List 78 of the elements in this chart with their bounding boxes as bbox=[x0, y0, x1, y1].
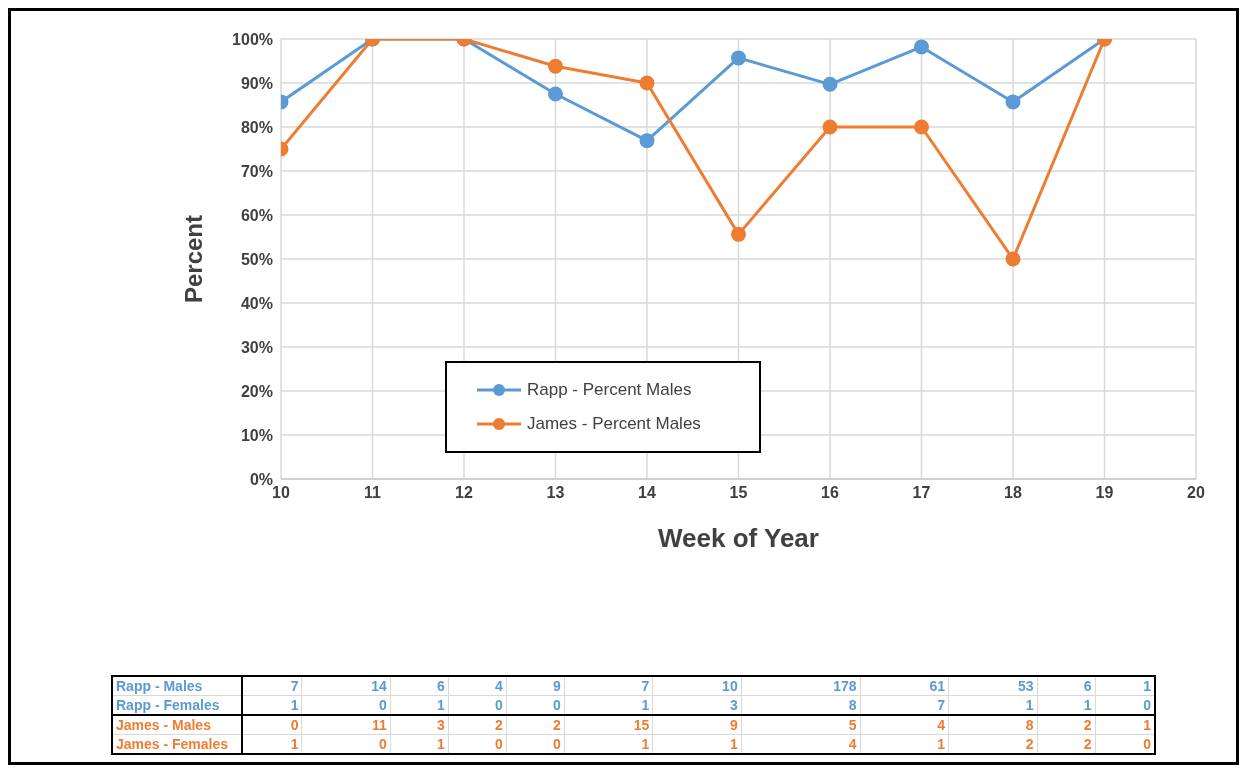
y-tick-label: 70% bbox=[240, 162, 273, 180]
text: 0 bbox=[301, 734, 391, 754]
text: 1 bbox=[1095, 715, 1155, 735]
text: 4 bbox=[448, 676, 507, 696]
text: 178 bbox=[741, 676, 861, 696]
y-tick-label: 80% bbox=[240, 118, 273, 136]
text: 11 bbox=[301, 715, 391, 735]
text: 7 bbox=[564, 676, 653, 696]
text: 53 bbox=[948, 676, 1038, 696]
text: 1 bbox=[390, 695, 449, 715]
y-axis-title: Percent bbox=[179, 214, 207, 304]
text: 1 bbox=[242, 695, 302, 715]
text: 2 bbox=[1037, 715, 1095, 735]
text: 10 bbox=[652, 676, 742, 696]
text: Rapp - Females bbox=[112, 695, 242, 715]
x-tick-label: 12 bbox=[455, 484, 473, 502]
text: 3 bbox=[390, 715, 449, 735]
text: James - Males bbox=[112, 715, 242, 735]
text: 9 bbox=[506, 676, 565, 696]
text: 5 bbox=[741, 715, 861, 735]
legend-label: Rapp - Percent Males bbox=[527, 380, 692, 400]
text: 0 bbox=[301, 695, 391, 715]
y-tick-label: 40% bbox=[240, 294, 273, 312]
x-axis-title: Week of Year bbox=[658, 523, 819, 553]
text: 1 bbox=[242, 734, 302, 754]
x-tick-label: 19 bbox=[1095, 484, 1114, 502]
text: 0 bbox=[242, 715, 302, 735]
text: 15 bbox=[564, 715, 653, 735]
text: 2 bbox=[448, 715, 507, 735]
text: 3 bbox=[652, 695, 742, 715]
x-tick-label: 13 bbox=[546, 484, 565, 502]
text: 1 bbox=[1037, 695, 1095, 715]
x-tick-label: 15 bbox=[729, 484, 748, 502]
y-tick-label: 10% bbox=[240, 426, 273, 444]
text: 8 bbox=[741, 695, 861, 715]
y-tick-label: 30% bbox=[240, 338, 273, 356]
text: 1 bbox=[948, 695, 1038, 715]
y-tick-label: 60% bbox=[240, 206, 273, 224]
x-tick-label: 10 bbox=[272, 484, 290, 502]
text: 1 bbox=[652, 734, 742, 754]
text: 4 bbox=[741, 734, 861, 754]
x-tick-label: 11 bbox=[364, 484, 382, 502]
text: 1 bbox=[1095, 676, 1155, 696]
text: 0 bbox=[448, 734, 507, 754]
text: 6 bbox=[1037, 676, 1095, 696]
y-tick-label: 100% bbox=[232, 30, 273, 48]
text: 2 bbox=[506, 715, 565, 735]
text: 1 bbox=[390, 734, 449, 754]
text: 1 bbox=[564, 695, 653, 715]
text: 6 bbox=[390, 676, 449, 696]
x-tick-label: 17 bbox=[912, 484, 931, 502]
text: 1 bbox=[860, 734, 949, 754]
text: 0 bbox=[448, 695, 507, 715]
text: 7 bbox=[242, 676, 302, 696]
text: 2 bbox=[1037, 734, 1095, 754]
x-tick-label: 18 bbox=[1004, 484, 1022, 502]
text: 4 bbox=[860, 715, 949, 735]
text: 8 bbox=[948, 715, 1038, 735]
y-tick-label: 0% bbox=[249, 470, 273, 488]
text: 2 bbox=[948, 734, 1038, 754]
text: James - Females bbox=[112, 734, 242, 754]
y-tick-label: 20% bbox=[240, 382, 273, 400]
text: 0 bbox=[1095, 734, 1155, 754]
x-tick-label: 16 bbox=[821, 484, 839, 502]
text: 7 bbox=[860, 695, 949, 715]
y-tick-label: 90% bbox=[240, 74, 273, 92]
text: 14 bbox=[301, 676, 391, 696]
text: 61 bbox=[860, 676, 949, 696]
x-tick-label: 20 bbox=[1187, 484, 1205, 502]
text: 0 bbox=[1095, 695, 1155, 715]
text: 9 bbox=[652, 715, 742, 735]
y-tick-label: 50% bbox=[240, 250, 273, 268]
text: 1 bbox=[564, 734, 653, 754]
text: 0 bbox=[506, 695, 565, 715]
text: Rapp - Males bbox=[112, 676, 242, 696]
x-tick-label: 14 bbox=[638, 484, 656, 502]
text: 0 bbox=[506, 734, 565, 754]
legend-label: James - Percent Males bbox=[527, 414, 701, 434]
